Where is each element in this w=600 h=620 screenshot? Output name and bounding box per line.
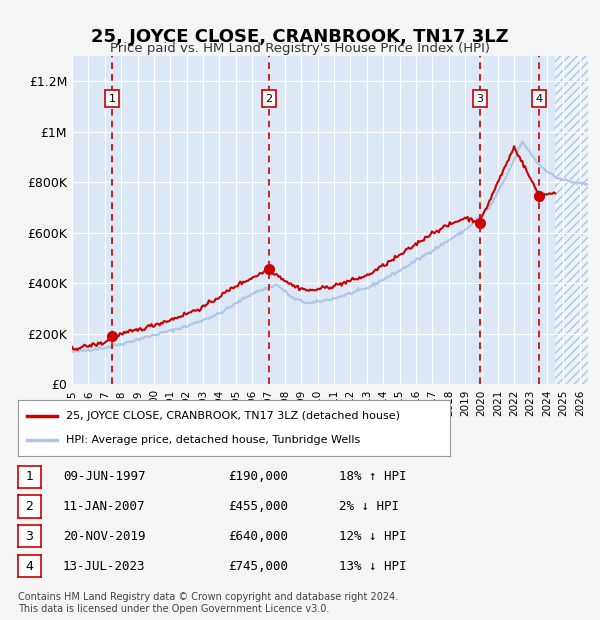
Bar — [555, 56, 588, 384]
Text: 4: 4 — [25, 560, 34, 572]
Text: £745,000: £745,000 — [228, 560, 288, 572]
Text: Price paid vs. HM Land Registry's House Price Index (HPI): Price paid vs. HM Land Registry's House … — [110, 42, 490, 55]
Text: 25, JOYCE CLOSE, CRANBROOK, TN17 3LZ (detached house): 25, JOYCE CLOSE, CRANBROOK, TN17 3LZ (de… — [65, 410, 400, 420]
Text: £640,000: £640,000 — [228, 530, 288, 542]
Text: HPI: Average price, detached house, Tunbridge Wells: HPI: Average price, detached house, Tunb… — [65, 435, 360, 445]
Text: 3: 3 — [476, 94, 483, 104]
Text: 25, JOYCE CLOSE, CRANBROOK, TN17 3LZ: 25, JOYCE CLOSE, CRANBROOK, TN17 3LZ — [91, 28, 509, 46]
Text: 2% ↓ HPI: 2% ↓ HPI — [339, 500, 399, 513]
Text: 1: 1 — [25, 471, 34, 483]
Text: £455,000: £455,000 — [228, 500, 288, 513]
Text: 18% ↑ HPI: 18% ↑ HPI — [339, 471, 407, 483]
Text: 13% ↓ HPI: 13% ↓ HPI — [339, 560, 407, 572]
Text: 09-JUN-1997: 09-JUN-1997 — [63, 471, 146, 483]
Text: £190,000: £190,000 — [228, 471, 288, 483]
Text: 13-JUL-2023: 13-JUL-2023 — [63, 560, 146, 572]
Bar — [555, 56, 588, 384]
Text: 11-JAN-2007: 11-JAN-2007 — [63, 500, 146, 513]
Text: 4: 4 — [536, 94, 543, 104]
Text: 3: 3 — [25, 530, 34, 542]
Text: 2: 2 — [266, 94, 272, 104]
Text: 12% ↓ HPI: 12% ↓ HPI — [339, 530, 407, 542]
Text: Contains HM Land Registry data © Crown copyright and database right 2024.
This d: Contains HM Land Registry data © Crown c… — [18, 592, 398, 614]
Text: 1: 1 — [109, 94, 115, 104]
Text: 2: 2 — [25, 500, 34, 513]
Text: 20-NOV-2019: 20-NOV-2019 — [63, 530, 146, 542]
